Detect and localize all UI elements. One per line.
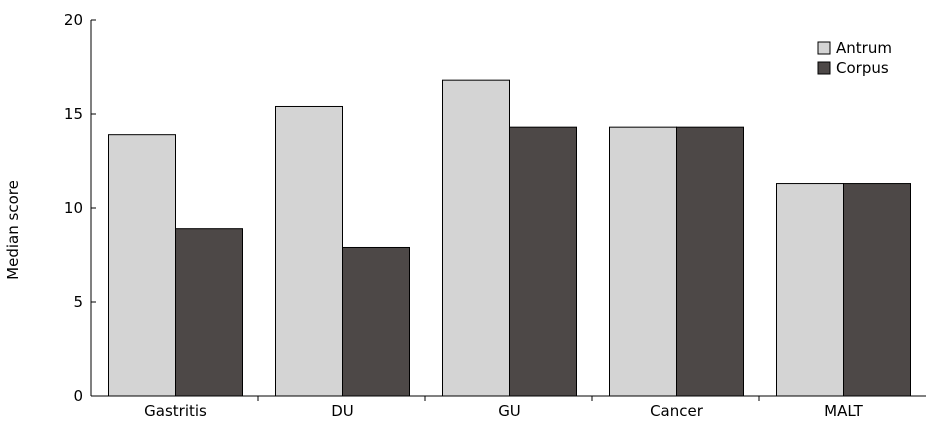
- bar-antrum-gastritis: [108, 134, 176, 397]
- x-category-label: GU: [498, 402, 521, 420]
- y-axis-label: Median score: [4, 180, 22, 280]
- bar-corpus-du: [342, 246, 410, 397]
- bar-corpus-malt: [843, 183, 911, 397]
- bars: [108, 79, 911, 397]
- y-tick-label: 20: [64, 11, 83, 29]
- y-tick-label: 0: [73, 387, 83, 405]
- legend-label-corpus: Corpus: [836, 59, 889, 77]
- y-axis: 0 5 10 15 20: [64, 11, 96, 405]
- legend: Antrum Corpus: [817, 39, 892, 77]
- bar-antrum-du: [275, 105, 343, 397]
- y-tick-label: 10: [64, 199, 83, 217]
- category-labels: Gastritis DU GU Cancer MALT: [144, 402, 864, 420]
- bar-antrum-malt: [776, 183, 844, 397]
- x-axis: [91, 395, 926, 401]
- bar-corpus-gu: [509, 126, 577, 397]
- x-category-label: MALT: [824, 402, 863, 420]
- bar-antrum-gu: [442, 79, 510, 397]
- bar-corpus-cancer: [676, 126, 744, 397]
- legend-swatch-antrum: [817, 41, 831, 55]
- x-category-label: Gastritis: [144, 402, 207, 420]
- y-tick-label: 5: [73, 293, 83, 311]
- x-category-label: Cancer: [650, 402, 704, 420]
- bar-antrum-cancer: [609, 126, 677, 397]
- y-tick-label: 15: [64, 105, 83, 123]
- bar-corpus-gastritis: [175, 228, 243, 397]
- x-category-label: DU: [331, 402, 354, 420]
- legend-swatch-corpus: [817, 61, 831, 75]
- legend-label-antrum: Antrum: [836, 39, 892, 57]
